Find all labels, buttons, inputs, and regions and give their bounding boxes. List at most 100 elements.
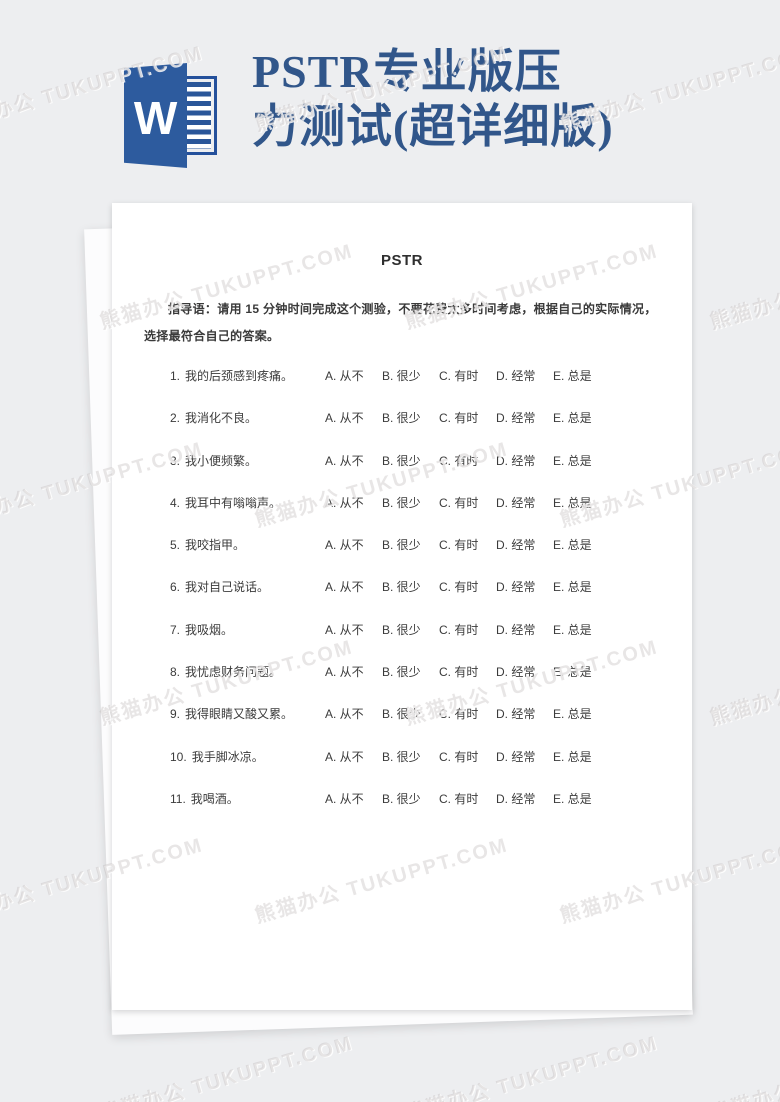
option-label: E. 总是 [553, 665, 592, 680]
question-text: 我吸烟。 [185, 622, 234, 637]
question-text: 我小便频繁。 [185, 453, 258, 468]
question-number: 8. [170, 665, 181, 680]
question-row: 1. 我的后颈感到疼痛。 A. 从不 B. 很少 C. 有时 D. 经常 E. 总是 [170, 367, 660, 409]
option-label: D. 经常 [496, 453, 536, 468]
option-label: A. 从不 [325, 749, 364, 764]
question-left: 5. 我咬指甲。 [170, 536, 325, 553]
document-title: PSTR [380, 252, 423, 269]
question-number: 7. [170, 622, 181, 637]
option-label: B. 很少 [382, 707, 421, 722]
word-icon-letter: W [133, 91, 178, 144]
question-options: A. 从不 B. 很少 C. 有时 D. 经常 E. 总是 [325, 578, 592, 595]
option-label: D. 经常 [496, 580, 536, 595]
option-label: A. 从不 [325, 453, 364, 468]
question-row: 11. 我喝酒。 A. 从不 B. 很少 C. 有时 D. 经常 E. 总是 [170, 790, 660, 832]
question-left: 1. 我的后颈感到疼痛。 [170, 367, 325, 384]
question-options: A. 从不 B. 很少 C. 有时 D. 经常 E. 总是 [325, 748, 592, 765]
question-left: 6. 我对自己说话。 [170, 578, 325, 595]
option-label: B. 很少 [382, 453, 421, 468]
option-label: B. 很少 [382, 369, 421, 383]
option-label: E. 总是 [553, 369, 592, 383]
option-label: A. 从不 [325, 495, 364, 510]
question-left: 8. 我忧虑财务问题。 [170, 663, 325, 680]
question-options: A. 从不 B. 很少 C. 有时 D. 经常 E. 总是 [325, 494, 592, 511]
question-row: 7. 我吸烟。 A. 从不 B. 很少 C. 有时 D. 经常 E. 总是 [170, 621, 660, 663]
option-label: A. 从不 [325, 791, 364, 806]
question-text: 我手脚冰凉。 [191, 749, 264, 764]
option-label: E. 总是 [553, 453, 592, 468]
option-label: C. 有时 [439, 495, 479, 510]
question-text: 我得眼睛又酸又累。 [185, 707, 294, 722]
option-label: B. 很少 [382, 622, 421, 637]
watermark-text: 熊猫办公 TUKUPPT.COM [707, 636, 780, 730]
word-icon: W [124, 63, 217, 168]
document-instructions: 指导语：请用 15 分钟时间完成这个测验，不要花费太多时间考虑，根据自己的实际情… [144, 302, 657, 343]
option-label: D. 经常 [496, 495, 536, 510]
option-label: E. 总是 [553, 622, 592, 637]
question-left: 9. 我得眼睛又酸又累。 [170, 705, 325, 722]
option-label: B. 很少 [382, 580, 421, 595]
question-row: 6. 我对自己说话。 A. 从不 B. 很少 C. 有时 D. 经常 E. 总是 [170, 578, 660, 620]
watermark-text: 熊猫办公 TUKUPPT.COM [402, 1032, 661, 1102]
option-label: E. 总是 [553, 707, 592, 722]
question-number: 9. [170, 707, 181, 722]
option-label: B. 很少 [382, 665, 421, 680]
option-label: D. 经常 [496, 538, 536, 553]
question-text: 我的后颈感到疼痛。 [185, 369, 294, 383]
document-page: PSTR 指导语：请用 15 分钟时间完成这个测验，不要花费太多时间考虑，根据自… [112, 203, 692, 1010]
option-label: B. 很少 [382, 411, 421, 426]
option-label: A. 从不 [325, 580, 364, 595]
question-left: 2. 我消化不良。 [170, 409, 325, 426]
questions-list: 1. 我的后颈感到疼痛。 A. 从不 B. 很少 C. 有时 D. 经常 E. 总是 2.… [170, 367, 660, 832]
option-label: C. 有时 [439, 538, 479, 553]
question-options: A. 从不 B. 很少 C. 有时 D. 经常 E. 总是 [325, 621, 592, 638]
question-number: 3. [170, 453, 181, 468]
question-row: 10. 我手脚冰凉。 A. 从不 B. 很少 C. 有时 D. 经常 E. 总是 [170, 748, 660, 790]
question-left: 4. 我耳中有嗡嗡声。 [170, 494, 325, 511]
option-label: E. 总是 [553, 495, 592, 510]
question-number: 6. [170, 580, 181, 595]
option-label: C. 有时 [439, 791, 479, 806]
question-options: A. 从不 B. 很少 C. 有时 D. 经常 E. 总是 [325, 452, 592, 469]
option-label: C. 有时 [439, 411, 479, 426]
option-label: A. 从不 [325, 665, 364, 680]
question-left: 11. 我喝酒。 [170, 790, 325, 807]
word-icon-flag: W [124, 63, 188, 168]
question-row: 5. 我咬指甲。 A. 从不 B. 很少 C. 有时 D. 经常 E. 总是 [170, 536, 660, 578]
option-label: D. 经常 [496, 411, 536, 426]
option-label: A. 从不 [325, 369, 364, 383]
option-label: C. 有时 [439, 622, 479, 637]
option-label: C. 有时 [439, 665, 479, 680]
question-left: 3. 我小便频繁。 [170, 452, 325, 469]
watermark-text: 熊猫办公 TUKUPPT.COM [707, 240, 780, 334]
question-row: 3. 我小便频繁。 A. 从不 B. 很少 C. 有时 D. 经常 E. 总是 [170, 452, 660, 494]
question-number: 1. [170, 369, 181, 383]
question-number: 4. [170, 495, 181, 510]
question-options: A. 从不 B. 很少 C. 有时 D. 经常 E. 总是 [325, 705, 592, 722]
option-label: A. 从不 [325, 411, 364, 426]
option-label: A. 从不 [325, 707, 364, 722]
option-label: E. 总是 [553, 580, 592, 595]
option-label: E. 总是 [553, 538, 592, 553]
question-options: A. 从不 B. 很少 C. 有时 D. 经常 E. 总是 [325, 536, 592, 553]
option-label: D. 经常 [496, 749, 536, 764]
page-title-line-2: 力测试(超详细版) [252, 101, 614, 152]
question-number: 10. [170, 749, 187, 764]
page-title: PSTR专业版压 力测试(超详细版) [252, 44, 614, 154]
question-left: 10. 我手脚冰凉。 [170, 748, 325, 765]
option-label: A. 从不 [325, 538, 364, 553]
question-text: 我耳中有嗡嗡声。 [185, 495, 282, 510]
option-label: D. 经常 [496, 791, 536, 806]
question-row: 2. 我消化不良。 A. 从不 B. 很少 C. 有时 D. 经常 E. 总是 [170, 409, 660, 451]
question-text: 我对自己说话。 [185, 580, 270, 595]
question-options: A. 从不 B. 很少 C. 有时 D. 经常 E. 总是 [325, 790, 592, 807]
watermark-text: 熊猫办公 TUKUPPT.COM [706, 1026, 780, 1102]
option-label: B. 很少 [382, 538, 421, 553]
question-text: 我喝酒。 [190, 791, 239, 806]
option-label: E. 总是 [553, 791, 592, 806]
question-text: 我咬指甲。 [185, 538, 246, 553]
option-label: E. 总是 [553, 749, 592, 764]
question-number: 2. [170, 411, 181, 426]
question-row: 9. 我得眼睛又酸又累。 A. 从不 B. 很少 C. 有时 D. 经常 E. 总是 [170, 705, 660, 747]
option-label: A. 从不 [325, 622, 364, 637]
